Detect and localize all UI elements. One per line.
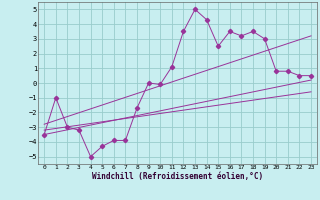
X-axis label: Windchill (Refroidissement éolien,°C): Windchill (Refroidissement éolien,°C) (92, 172, 263, 181)
